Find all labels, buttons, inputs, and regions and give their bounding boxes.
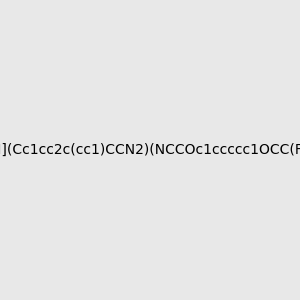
- Text: [C@@H](Cc1cc2c(cc1)CCN2)(NCCOc1ccccc1OCC(F)(F)F)C: [C@@H](Cc1cc2c(cc1)CCN2)(NCCOc1ccccc1OCC…: [0, 143, 300, 157]
